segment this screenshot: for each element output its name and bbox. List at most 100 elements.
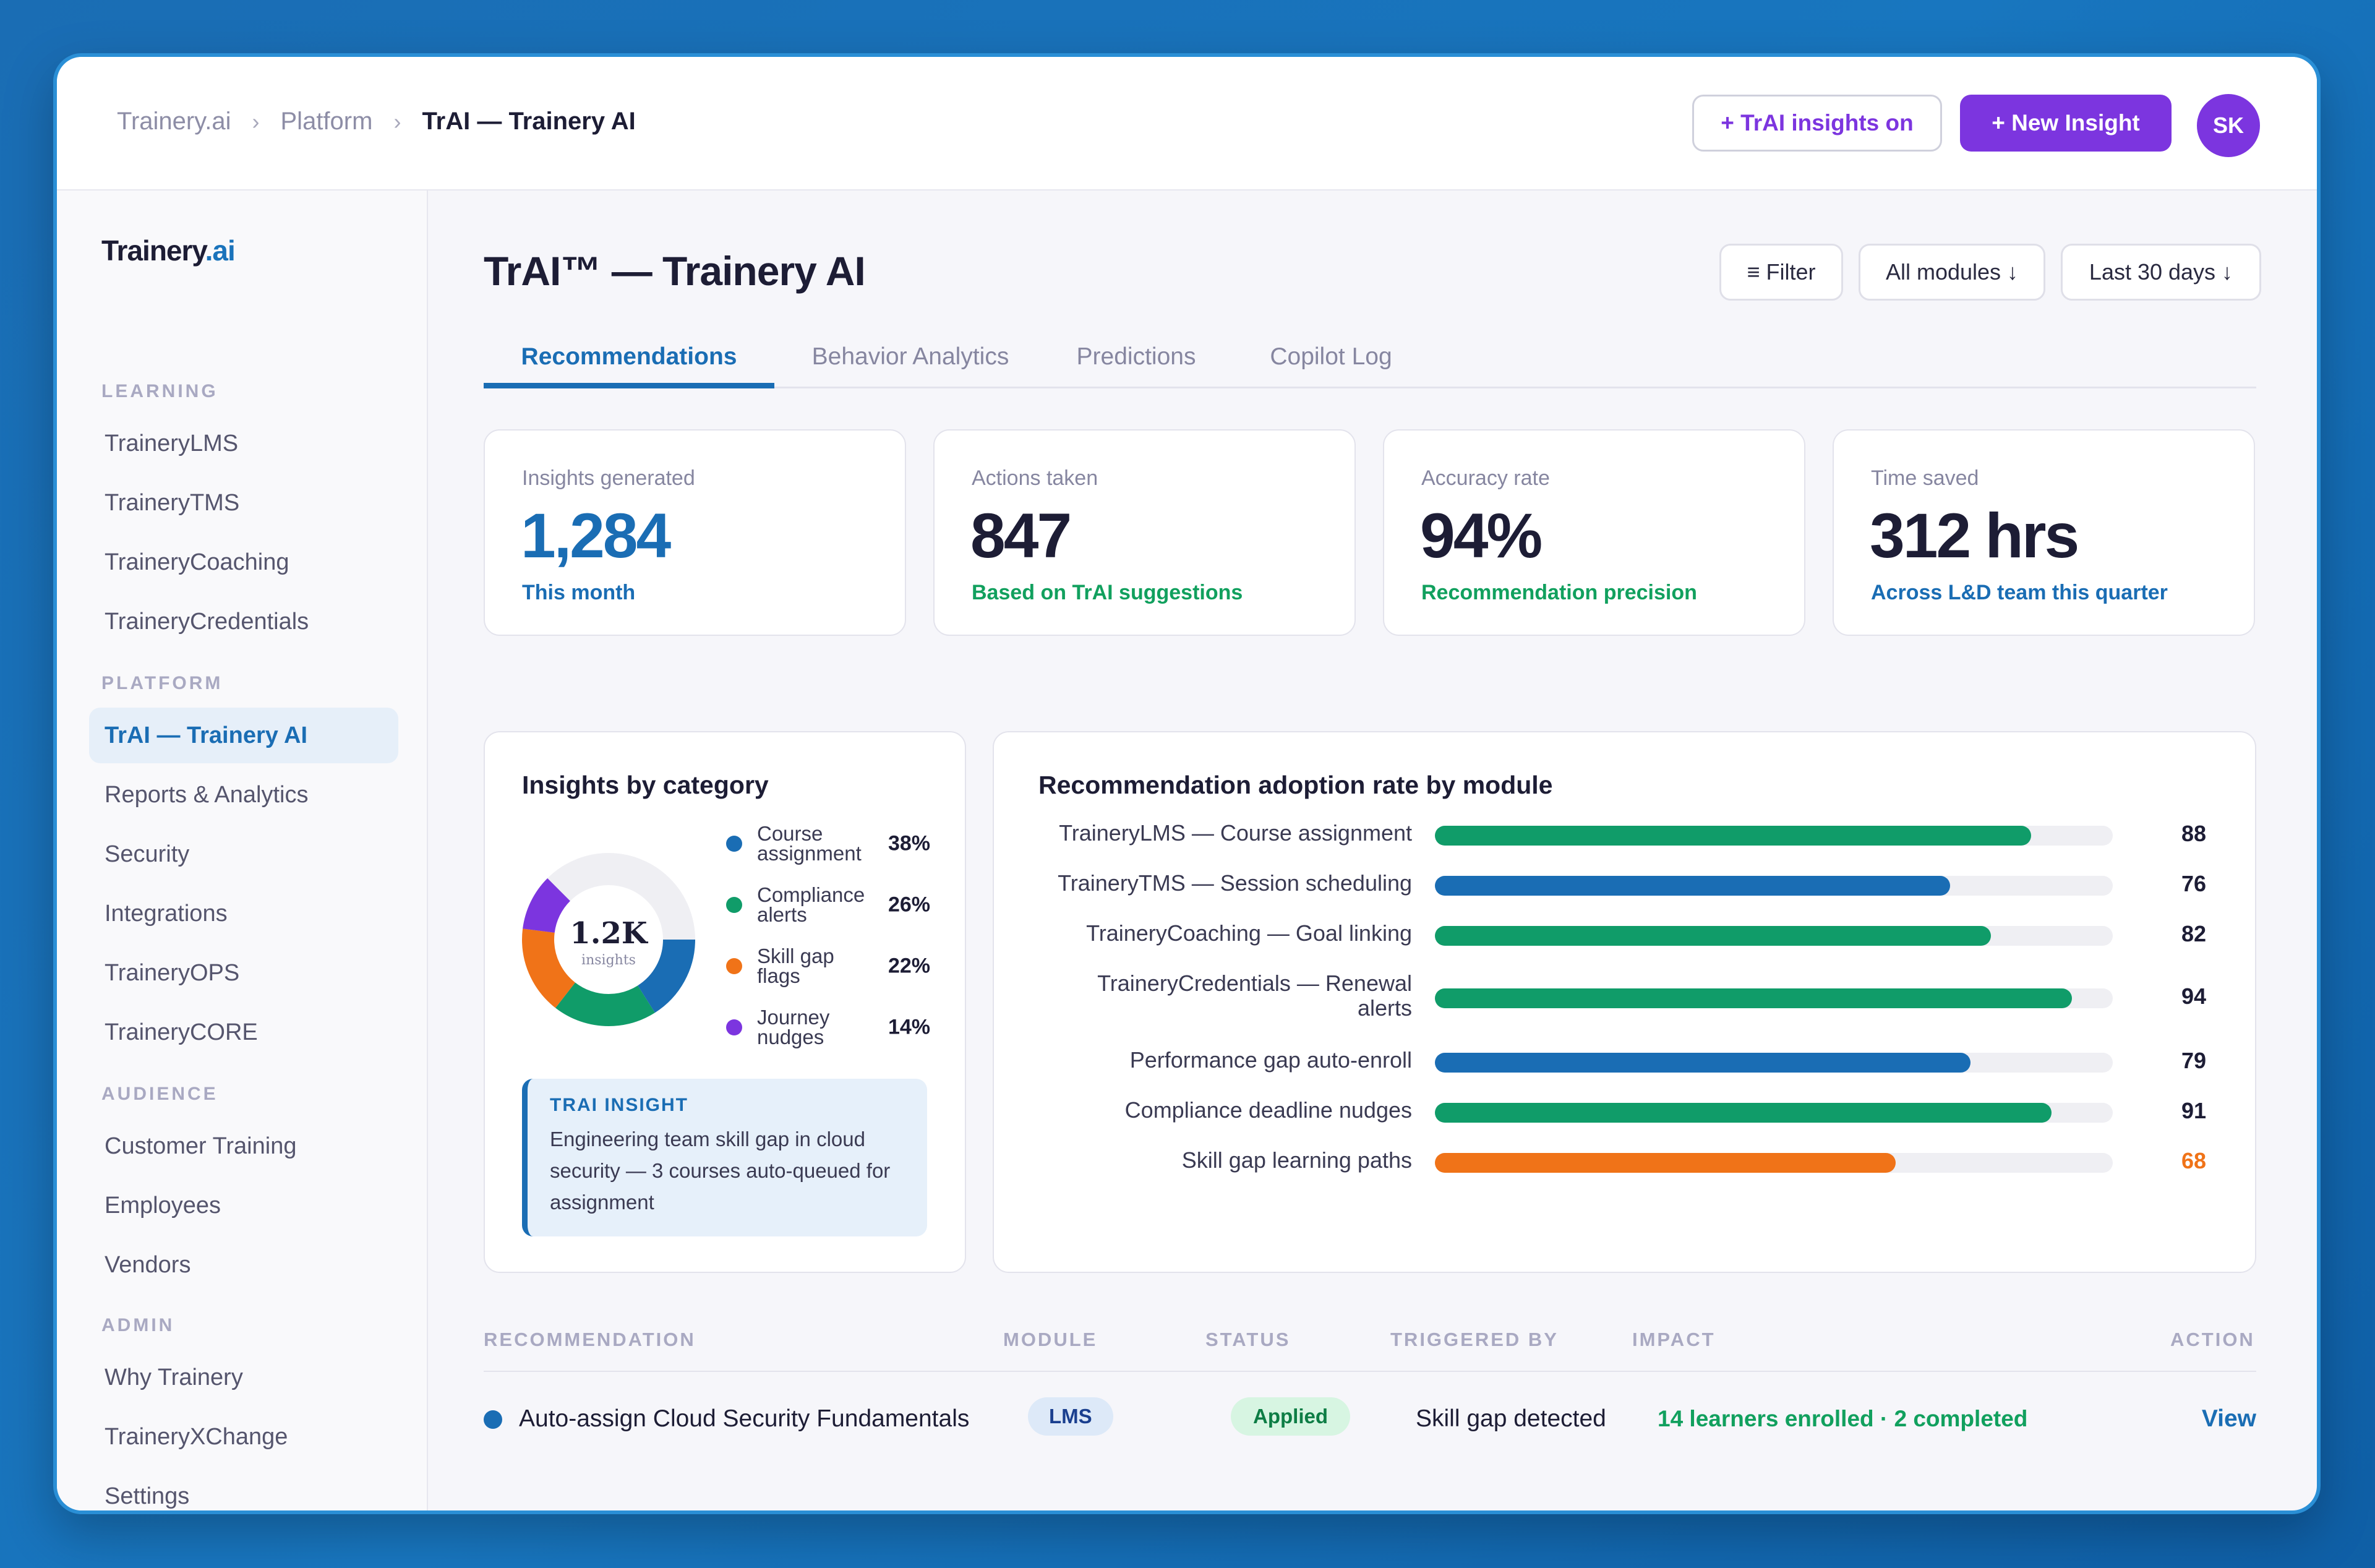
adoption-rate-panel: Recommendation adoption rate by module T… [993,731,2256,1273]
bar-fill [1435,826,2032,846]
bar-track [1435,1053,2113,1073]
avatar[interactable]: SK [2197,94,2260,157]
legend-value: 26% [888,893,930,917]
sidebar-item-trai[interactable]: TrAI — Trainery AI [89,708,398,763]
insight-kicker: TRAI INSIGHT [550,1095,688,1115]
sidebar-item-trainery-xchange[interactable]: TraineryXChange [105,1423,288,1450]
stat-card-time-saved: Time saved 312 hrs Across L&D team this … [1833,429,2255,636]
bar-track [1435,1153,2113,1173]
tab-bar: Recommendations Behavior Analytics Predi… [484,333,2256,388]
modules-dropdown[interactable]: All modules ↓ [1859,244,2045,301]
insights-toggle-button[interactable]: + TrAI insights on [1692,95,1942,152]
stat-value: 312 hrs [1870,500,2079,571]
donut-slice-compliance-alerts[interactable] [522,853,695,1026]
sidebar-item-trainerylms[interactable]: TraineryLMS [105,430,239,456]
adoption-bar-row: TraineryCredentials — Renewal alerts 94 [994,971,2255,1021]
recommendation-cell: Auto-assign Cloud Security Fundamentals [519,1405,970,1432]
stat-card-actions-taken: Actions taken 847 Based on TrAI suggesti… [933,429,1356,636]
tab-recommendations[interactable]: Recommendations [484,333,774,388]
sidebar-item-trainerytms[interactable]: TraineryTMS [105,489,240,516]
bar-fill [1435,988,2073,1008]
legend-dot [726,836,742,852]
adoption-bar-row: Skill gap learning paths 68 [994,1148,2255,1174]
sidebar-item-security[interactable]: Security [105,841,190,867]
logo-accent: .ai [205,234,236,267]
insight-text: Engineering team skill gap in cloud secu… [550,1128,891,1214]
legend-item: Course assignment 38% [726,819,930,868]
stat-label: Accuracy rate [1421,466,1550,490]
legend-value: 38% [888,831,930,855]
legend-value: 22% [888,954,930,978]
sidebar-item-reports-analytics[interactable]: Reports & Analytics [105,781,309,808]
bar-track [1435,876,2113,896]
view-link[interactable]: View [2201,1405,2256,1432]
nav-section-audience: AUDIENCE [101,1084,218,1104]
filter-button[interactable]: ≡ Filter [1719,244,1843,301]
bar-track [1435,988,2113,1008]
panel-title: Insights by category [522,771,769,799]
legend-item: Skill gap flags 22% [726,941,930,991]
tab-behavior-analytics[interactable]: Behavior Analytics [811,343,1009,370]
sidebar-item-trainerops[interactable]: TraineryOPS [105,959,240,986]
sidebar-item-why-trainery[interactable]: Why Trainery [105,1364,243,1390]
stat-value: 1,284 [521,500,671,571]
legend-label: Compliance alerts [757,883,865,926]
status-badge: Applied [1231,1397,1350,1436]
table-divider [484,1371,2256,1372]
main-content: TrAI™ — Trainery AI ≡ Filter All modules… [428,191,2317,1510]
legend-label: Journey nudges [757,1006,830,1048]
bar-label: TraineryCredentials — Renewal alerts [1097,970,1412,1021]
stat-sub: Based on TrAI suggestions [972,581,1243,604]
donut-slice-skill-gap-flags[interactable] [522,853,695,1026]
bar-value: 79 [2181,1048,2206,1073]
breadcrumb-section[interactable]: Platform [280,108,373,135]
legend-item: Compliance alerts 26% [726,880,930,930]
bar-fill [1435,1053,1971,1073]
stat-label: Insights generated [522,466,695,490]
bar-label: TraineryTMS — Session scheduling [1058,870,1412,896]
tab-predictions[interactable]: Predictions [1076,343,1196,370]
sidebar-item-integrations[interactable]: Integrations [105,900,228,927]
breadcrumb-root[interactable]: Trainery.ai [117,108,231,135]
logo-text: Trainery [101,234,206,267]
bar-track [1435,1103,2113,1123]
bar-label: Compliance deadline nudges [1124,1097,1412,1123]
new-insight-button[interactable]: + New Insight [1960,95,2172,152]
sidebar-item-trainerycoaching[interactable]: TraineryCoaching [105,549,289,575]
bar-track [1435,826,2113,846]
stat-value: 847 [970,500,1072,571]
bar-label: Skill gap learning paths [1181,1147,1412,1173]
sidebar: Trainery.ai LEARNING TraineryLMS Trainer… [57,191,428,1510]
stat-sub: This month [522,581,636,604]
date-range-dropdown[interactable]: Last 30 days ↓ [2061,244,2261,301]
sidebar-item-customer-training[interactable]: Customer Training [105,1133,297,1159]
donut-center-value: 1.2K [570,916,649,951]
bar-label: Performance gap auto-enroll [1129,1047,1412,1073]
sidebar-item-trainerycore[interactable]: TraineryCORE [105,1019,258,1045]
nav-section-platform: PLATFORM [101,673,223,693]
legend-value: 14% [888,1015,930,1039]
logo[interactable]: Trainery.ai [101,234,236,267]
panel-title: Recommendation adoption rate by module [1038,771,1553,799]
stat-value: 94% [1420,500,1543,571]
impact-cell: 14 learners enrolled · 2 completed [1658,1406,2028,1431]
trai-insight-callout: TRAI INSIGHT Engineering team skill gap … [522,1079,927,1236]
tab-copilot-log[interactable]: Copilot Log [1270,343,1392,370]
table-header-module: MODULE [1003,1329,1098,1350]
legend-label: Course assignment [757,822,862,865]
table-header-triggered-by: TRIGGERED BY [1390,1329,1559,1350]
sidebar-item-employees[interactable]: Employees [105,1192,221,1219]
bar-track [1435,926,2113,946]
breadcrumb: Trainery.ai › Platform › TrAI — Trainery… [117,108,636,135]
donut-slice-course-assignment[interactable] [522,853,695,1026]
adoption-bar-row: TraineryTMS — Session scheduling 76 [994,871,2255,897]
table-header-recommendation: RECOMMENDATION [484,1329,696,1350]
bar-fill [1435,1153,1896,1173]
sidebar-item-trainerycredentials[interactable]: TraineryCredentials [105,608,309,635]
sidebar-item-settings[interactable]: Settings [105,1483,190,1509]
sidebar-item-vendors[interactable]: Vendors [105,1251,191,1278]
bar-value: 68 [2181,1148,2206,1173]
table-header-action: ACTION [2170,1329,2255,1350]
stat-card-accuracy-rate: Accuracy rate 94% Recommendation precisi… [1383,429,1805,636]
stat-sub: Across L&D team this quarter [1871,581,2168,604]
